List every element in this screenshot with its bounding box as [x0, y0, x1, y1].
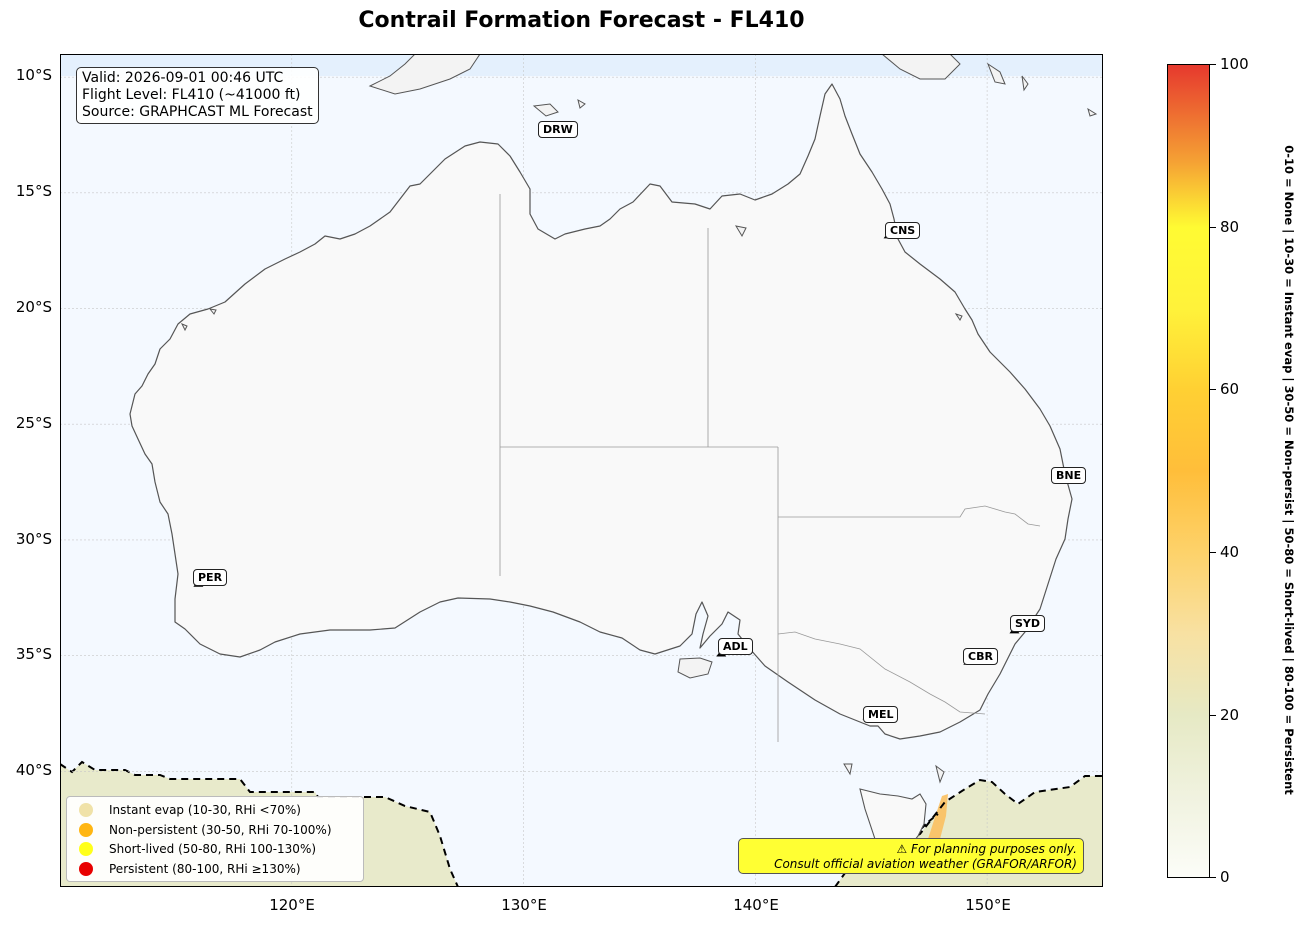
lat-tick-25s: 25°S	[15, 414, 52, 432]
airport-label-drw[interactable]: DRW	[538, 121, 578, 138]
state-borders	[499, 194, 1041, 742]
valid-time: Valid: 2026-09-01 00:46 UTC	[82, 70, 284, 86]
lat-tick-40s: 40°S	[15, 761, 52, 779]
map-frame	[60, 54, 1103, 887]
legend-item-short-lived: Short-lived (50-80, RHi 100-130%)	[79, 840, 316, 858]
colorbar-description-text: 0-10 = None | 10-30 = Instant evap | 30-…	[1282, 145, 1296, 795]
disclaimer-line-1: ⚠ For planning purposes only.	[896, 842, 1077, 856]
forecast-info-box: Valid: 2026-09-01 00:46 UTC Flight Level…	[76, 67, 319, 124]
legend-label: Short-lived (50-80, RHi 100-130%)	[109, 842, 317, 856]
legend-swatch	[79, 823, 93, 837]
lat-tick-10s: 10°S	[15, 66, 52, 84]
airport-label-cbr[interactable]: CBR	[963, 648, 998, 665]
colorbar-label-0: 0	[1220, 868, 1230, 886]
lon-tick-150e: 150°E	[965, 896, 1011, 914]
australia-mainland	[129, 83, 1073, 740]
colorbar-tick	[1210, 389, 1216, 390]
airport-label-per[interactable]: PER	[193, 569, 228, 586]
colorbar	[1167, 64, 1210, 878]
colorbar-tick	[1210, 715, 1216, 716]
legend-swatch	[79, 862, 93, 876]
colorbar-label-100: 100	[1220, 55, 1249, 73]
lat-tick-35s: 35°S	[15, 645, 52, 663]
planning-disclaimer: ⚠ For planning purposes only. Consult of…	[738, 838, 1084, 874]
colorbar-description: 0-10 = None | 10-30 = Instant evap | 30-…	[1281, 70, 1297, 870]
airport-label-bne[interactable]: BNE	[1051, 467, 1087, 484]
colorbar-tick	[1210, 552, 1216, 553]
lat-tick-20s: 20°S	[15, 298, 52, 316]
legend-item-non-persistent: Non-persistent (30-50, RHi 70-100%)	[79, 821, 332, 839]
legend-swatch	[79, 842, 93, 856]
legend-item-persistent: Persistent (80-100, RHi ≥130%)	[79, 860, 301, 878]
map-canvas[interactable]	[60, 54, 1103, 887]
lon-tick-140e: 140°E	[733, 896, 779, 914]
contrail-contour-west	[60, 760, 459, 887]
airport-label-syd[interactable]: SYD	[1010, 615, 1046, 632]
colorbar-tick	[1210, 64, 1216, 65]
category-legend: Instant evap (10-30, RHi <70%) Non-persi…	[66, 796, 364, 882]
colorbar-tick	[1210, 877, 1216, 878]
legend-item-instant-evap: Instant evap (10-30, RHi <70%)	[79, 801, 301, 819]
airport-label-adl[interactable]: ADL	[718, 638, 753, 655]
colorbar-label-60: 60	[1220, 380, 1240, 398]
legend-label: Non-persistent (30-50, RHi 70-100%)	[109, 823, 332, 837]
lon-tick-130e: 130°E	[501, 896, 547, 914]
lat-tick-30s: 30°S	[15, 530, 52, 548]
north-shading	[60, 54, 1103, 76]
airport-label-mel[interactable]: MEL	[863, 706, 899, 723]
disclaimer-line-2: Consult official aviation weather (GRAFO…	[774, 857, 1077, 871]
colorbar-tick	[1210, 227, 1216, 228]
chart-title: Contrail Formation Forecast - FL410	[358, 8, 805, 33]
lon-tick-120e: 120°E	[269, 896, 315, 914]
colorbar-label-20: 20	[1220, 706, 1240, 724]
lat-tick-15s: 15°S	[15, 182, 52, 200]
flight-level: Flight Level: FL410 (~41000 ft)	[82, 87, 301, 103]
islands	[180, 54, 1098, 784]
colorbar-label-40: 40	[1220, 543, 1240, 561]
legend-label: Instant evap (10-30, RHi <70%)	[109, 803, 301, 817]
legend-label: Persistent (80-100, RHi ≥130%)	[109, 862, 301, 876]
legend-swatch	[79, 803, 93, 817]
colorbar-label-80: 80	[1220, 218, 1240, 236]
forecast-source: Source: GRAPHCAST ML Forecast	[82, 104, 313, 120]
airport-label-cns[interactable]: CNS	[885, 222, 921, 239]
